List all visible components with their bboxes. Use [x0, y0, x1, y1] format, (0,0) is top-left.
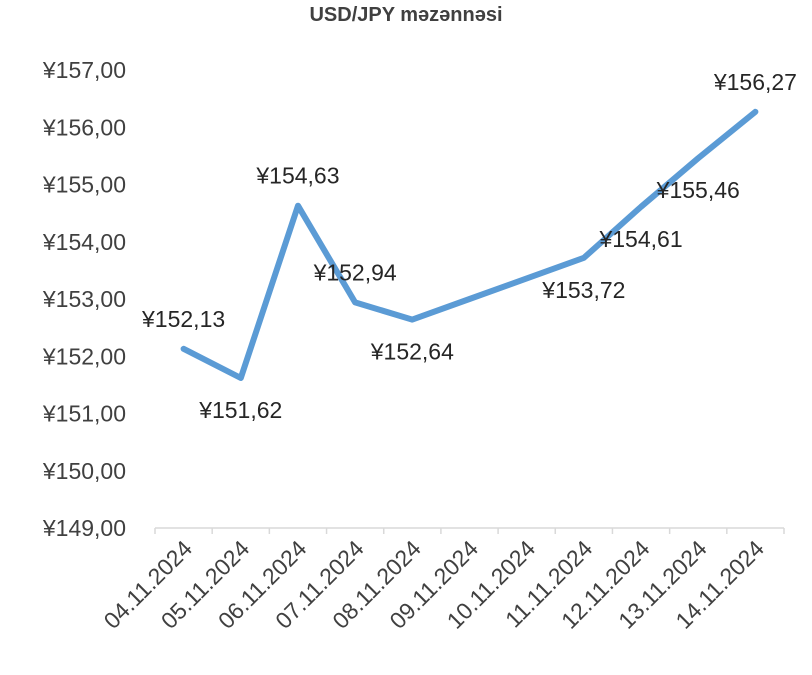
data-label: ¥156,27: [713, 69, 797, 95]
y-tick-label: ¥149,00: [42, 515, 126, 541]
series-layer: [180, 108, 759, 381]
x-axis: 04.11.202405.11.202406.11.202407.11.2024…: [99, 527, 785, 634]
y-tick-label: ¥157,00: [42, 57, 126, 83]
data-label: ¥151,62: [198, 397, 282, 423]
y-tick-label: ¥155,00: [42, 172, 126, 198]
y-axis: ¥149,00 ¥150,00 ¥151,00 ¥152,00 ¥153,00 ¥154,…: [42, 57, 126, 541]
data-label: ¥154,63: [255, 163, 339, 189]
data-label: ¥152,64: [370, 339, 454, 365]
y-tick-label: ¥151,00: [42, 401, 126, 427]
data-labels: ¥152,13 ¥151,62 ¥154,63 ¥152,94 ¥152,64 ¥153,…: [141, 69, 797, 423]
y-tick-label: ¥150,00: [42, 458, 126, 484]
y-tick-label: ¥154,00: [42, 229, 126, 255]
chart-title: USD/JPY məzənnəsi: [309, 4, 503, 26]
data-label: ¥154,61: [598, 226, 682, 252]
series-line: [180, 108, 759, 381]
data-label: ¥153,72: [541, 277, 625, 303]
data-label: ¥152,13: [141, 306, 225, 332]
data-label: ¥152,94: [313, 259, 397, 285]
y-tick-label: ¥156,00: [42, 114, 126, 140]
data-label: ¥155,46: [656, 177, 740, 203]
y-tick-label: ¥152,00: [42, 343, 126, 369]
y-tick-label: ¥153,00: [42, 286, 126, 312]
